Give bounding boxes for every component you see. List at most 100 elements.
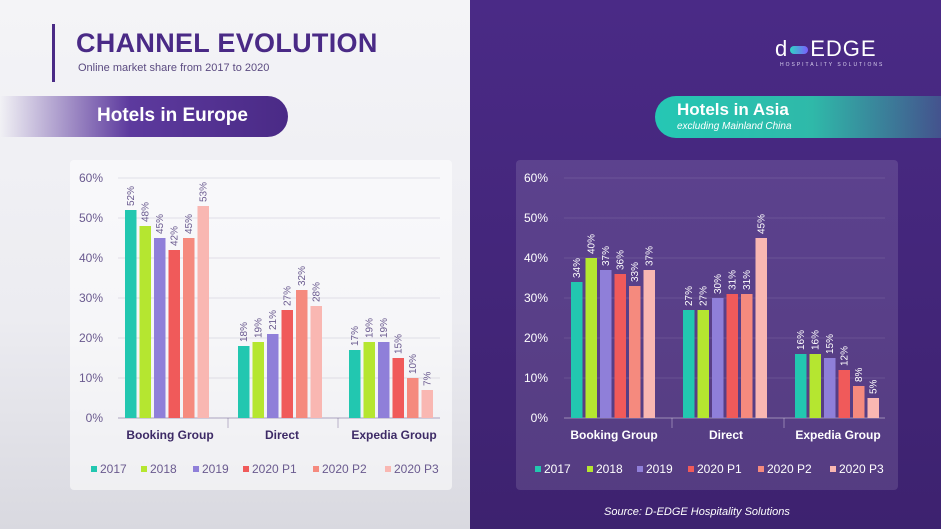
asia-header-pill: Hotels in Asia excluding Mainland China <box>655 96 941 138</box>
europe-bar-value-label: 32% <box>297 266 308 286</box>
asia-bar-value-label: 31% <box>742 270 753 290</box>
europe-bar-value-label: 48% <box>140 202 151 222</box>
asia-bar <box>697 310 709 418</box>
asia-legend-swatch <box>758 466 764 472</box>
asia-y-tick-label: 50% <box>524 211 548 225</box>
logo-text-right: EDGE <box>810 36 877 61</box>
asia-bar <box>571 282 583 418</box>
europe-legend-swatch <box>243 466 249 472</box>
asia-y-tick-label: 30% <box>524 291 548 305</box>
europe-bar-value-label: 53% <box>198 182 209 202</box>
asia-header-label: Hotels in Asia <box>677 100 789 119</box>
europe-bar-value-label: 45% <box>184 214 195 234</box>
asia-y-tick-label: 60% <box>524 171 548 185</box>
asia-bar-value-label: 31% <box>727 270 738 290</box>
d-edge-logo: d EDGE <box>775 36 877 62</box>
title-accent-bar <box>52 24 55 82</box>
europe-bar-value-label: 19% <box>379 318 390 338</box>
europe-bar <box>267 334 279 418</box>
europe-bar-value-label: 27% <box>282 286 293 306</box>
asia-y-tick-label: 40% <box>524 251 548 265</box>
asia-bar-value-label: 12% <box>839 346 850 366</box>
europe-legend-label: 2020 P2 <box>322 462 367 476</box>
europe-bar-value-label: 19% <box>253 318 264 338</box>
asia-bar-value-label: 27% <box>684 286 695 306</box>
asia-bar-value-label: 16% <box>810 330 821 350</box>
asia-bar <box>712 298 724 418</box>
europe-legend-swatch <box>141 466 147 472</box>
asia-bar-value-label: 5% <box>868 379 879 394</box>
europe-bar <box>392 358 404 418</box>
europe-bar-value-label: 18% <box>239 322 250 342</box>
europe-legend-swatch <box>91 466 97 472</box>
asia-category-label: Booking Group <box>570 428 657 442</box>
asia-y-tick-label: 20% <box>524 331 548 345</box>
asia-legend-swatch <box>587 466 593 472</box>
asia-bar <box>629 286 641 418</box>
asia-bar-value-label: 36% <box>615 250 626 270</box>
asia-bar-value-label: 27% <box>698 286 709 306</box>
asia-bar <box>867 398 879 418</box>
asia-bar <box>741 294 753 418</box>
europe-bar <box>168 250 180 418</box>
asia-bar-value-label: 15% <box>825 334 836 354</box>
europe-bar-value-label: 15% <box>393 334 404 354</box>
asia-legend-label: 2020 P3 <box>839 462 884 476</box>
europe-bar-value-label: 17% <box>350 326 361 346</box>
asia-bar-value-label: 16% <box>796 330 807 350</box>
europe-y-tick-label: 40% <box>79 251 103 265</box>
right-background <box>470 0 941 529</box>
europe-bar <box>349 350 361 418</box>
europe-bar-value-label: 52% <box>126 186 137 206</box>
europe-bar <box>139 226 151 418</box>
europe-bar <box>197 206 209 418</box>
europe-legend-label: 2018 <box>150 462 177 476</box>
asia-bar <box>600 270 612 418</box>
page-title: CHANNEL EVOLUTION <box>76 28 378 58</box>
europe-bar <box>310 306 322 418</box>
europe-header-label: Hotels in Europe <box>97 105 248 126</box>
asia-category-label: Expedia Group <box>795 428 880 442</box>
asia-bar-value-label: 34% <box>572 258 583 278</box>
europe-legend-label: 2020 P1 <box>252 462 297 476</box>
asia-legend-swatch <box>535 466 541 472</box>
asia-legend-swatch <box>637 466 643 472</box>
europe-bar <box>125 210 137 418</box>
europe-bar-value-label: 28% <box>311 282 322 302</box>
europe-bar <box>154 238 166 418</box>
europe-bar <box>421 390 433 418</box>
asia-legend-label: 2020 P1 <box>697 462 742 476</box>
asia-bar <box>585 258 597 418</box>
asia-bar <box>683 310 695 418</box>
asia-bar <box>643 270 655 418</box>
europe-category-label: Booking Group <box>126 428 213 442</box>
europe-legend-label: 2017 <box>100 462 127 476</box>
asia-legend-swatch <box>688 466 694 472</box>
europe-legend-label: 2020 P3 <box>394 462 439 476</box>
asia-bar <box>838 370 850 418</box>
europe-legend-label: 2019 <box>202 462 229 476</box>
europe-bar <box>281 310 293 418</box>
asia-legend-label: 2020 P2 <box>767 462 812 476</box>
asia-bar <box>726 294 738 418</box>
europe-y-tick-label: 60% <box>79 171 103 185</box>
page-subtitle: Online market share from 2017 to 2020 <box>78 62 270 74</box>
asia-bar <box>809 354 821 418</box>
europe-bar-value-label: 42% <box>169 226 180 246</box>
asia-category-label: Direct <box>709 428 743 442</box>
asia-bar-value-label: 37% <box>644 246 655 266</box>
europe-bar <box>183 238 195 418</box>
asia-bar-value-label: 40% <box>586 234 597 254</box>
logo-dash-icon <box>790 46 809 55</box>
europe-bar-value-label: 45% <box>155 214 166 234</box>
asia-y-tick-label: 10% <box>524 371 548 385</box>
asia-bar <box>824 358 836 418</box>
asia-legend-label: 2017 <box>544 462 571 476</box>
europe-bar-value-label: 21% <box>268 310 279 330</box>
asia-bar <box>853 386 865 418</box>
asia-bar-value-label: 37% <box>601 246 612 266</box>
europe-category-label: Expedia Group <box>351 428 436 442</box>
source-note: Source: D-EDGE Hospitality Solutions <box>604 506 790 518</box>
europe-legend-swatch <box>385 466 391 472</box>
